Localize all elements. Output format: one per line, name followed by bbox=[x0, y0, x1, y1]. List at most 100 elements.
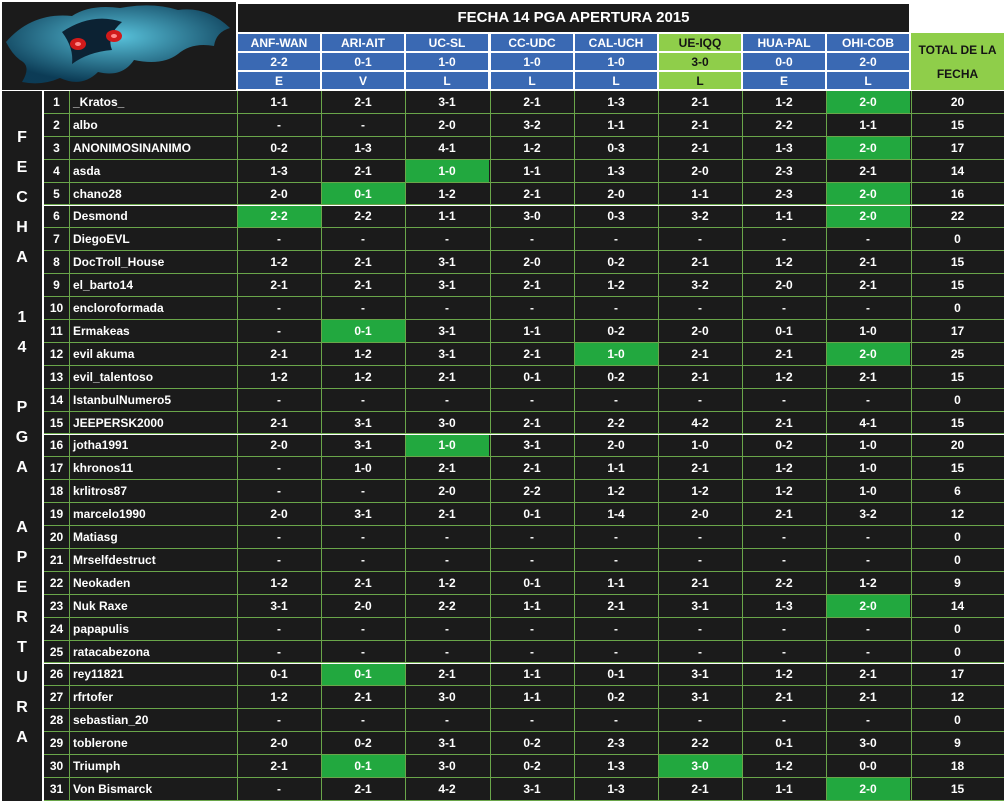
row-divider bbox=[44, 776, 1004, 778]
column-divider bbox=[321, 549, 322, 572]
column-divider bbox=[742, 617, 743, 641]
side-letter: A bbox=[16, 249, 28, 266]
match-teams: OHI-COB bbox=[826, 33, 910, 52]
prediction-cell: 1-2 bbox=[859, 575, 877, 590]
prediction-cell: 1-3 bbox=[775, 598, 793, 613]
column-divider bbox=[826, 320, 827, 343]
column-divider bbox=[742, 571, 743, 595]
column-divider bbox=[237, 228, 238, 252]
column-divider bbox=[490, 549, 491, 572]
column-divider bbox=[321, 228, 322, 252]
prediction-cell: 3-2 bbox=[859, 507, 877, 522]
prediction-cell: - bbox=[445, 301, 449, 316]
column-divider bbox=[321, 434, 322, 458]
prediction-cell: 2-0 bbox=[354, 598, 372, 613]
row-total: 15 bbox=[950, 278, 965, 293]
prediction-cell: 2-0 bbox=[270, 186, 288, 201]
match-score: 1-0 bbox=[490, 52, 574, 71]
prediction-cell: 2-0 bbox=[270, 736, 288, 751]
prediction-cell: 0-2 bbox=[607, 255, 625, 270]
row-number: 16 bbox=[49, 438, 64, 453]
prediction-cell: 2-1 bbox=[691, 140, 709, 155]
column-divider bbox=[405, 503, 406, 527]
column-divider bbox=[405, 480, 406, 504]
row-divider bbox=[44, 318, 1004, 320]
column-divider bbox=[658, 411, 659, 435]
column-divider bbox=[69, 526, 70, 549]
prediction-cell: - bbox=[530, 232, 534, 247]
player-name: chano28 bbox=[73, 186, 122, 201]
table-row: 20 Matiasg - - - - - - - - 0 bbox=[44, 526, 1004, 549]
column-divider bbox=[237, 571, 238, 595]
prediction-cell: 1-2 bbox=[270, 255, 288, 270]
column-divider bbox=[405, 617, 406, 641]
column-divider bbox=[911, 778, 912, 801]
table-row: 16 jotha1991 2-0 3-1 1-0 3-1 2-0 1-0 0-2 1-0 20 bbox=[44, 434, 1004, 458]
column-divider bbox=[911, 526, 912, 549]
column-divider bbox=[826, 663, 827, 687]
prediction-cell-exact: 2-0 bbox=[826, 594, 910, 617]
column-divider bbox=[490, 663, 491, 687]
prediction-cell: 2-1 bbox=[270, 759, 288, 774]
prediction-cell: 3-1 bbox=[438, 278, 456, 293]
column-divider bbox=[237, 297, 238, 320]
prediction-cell: - bbox=[445, 530, 449, 545]
column-divider bbox=[826, 297, 827, 320]
column-divider bbox=[490, 205, 491, 229]
row-number: 22 bbox=[49, 575, 64, 590]
column-divider bbox=[658, 205, 659, 229]
prediction-cell-exact: 2-0 bbox=[826, 778, 910, 800]
column-divider bbox=[574, 778, 575, 801]
prediction-cell: 2-0 bbox=[607, 438, 625, 453]
match-teams: HUA-PAL bbox=[742, 33, 826, 52]
column-divider bbox=[490, 113, 491, 137]
prediction-cell: 2-3 bbox=[775, 163, 793, 178]
match-teams: UE-IQQ bbox=[658, 33, 742, 52]
column-divider bbox=[405, 526, 406, 549]
row-divider bbox=[44, 433, 1004, 435]
row-total: 0 bbox=[954, 644, 961, 659]
prediction-cell: - bbox=[277, 392, 281, 407]
prediction-cell: - bbox=[445, 392, 449, 407]
column-divider bbox=[826, 526, 827, 549]
prediction-cell: 1-2 bbox=[691, 484, 709, 499]
prediction-cell: - bbox=[361, 392, 365, 407]
column-divider bbox=[911, 320, 912, 343]
table-row: 24 papapulis - - - - - - - - 0 bbox=[44, 617, 1004, 641]
row-total: 6 bbox=[954, 484, 961, 499]
prediction-cell: 2-1 bbox=[523, 186, 541, 201]
column-divider bbox=[826, 778, 827, 801]
prediction-cell: 3-0 bbox=[859, 736, 877, 751]
column-divider bbox=[490, 228, 491, 252]
prediction-cell: 2-1 bbox=[859, 369, 877, 384]
row-total: 16 bbox=[950, 186, 965, 201]
match-result: L bbox=[405, 71, 489, 90]
prediction-cell: - bbox=[614, 552, 618, 567]
prediction-cell: 4-1 bbox=[859, 415, 877, 430]
column-divider bbox=[826, 91, 827, 114]
prediction-cell: 0-1 bbox=[270, 667, 288, 682]
column-divider bbox=[742, 136, 743, 160]
column-divider bbox=[405, 388, 406, 412]
prediction-cell: 2-3 bbox=[775, 186, 793, 201]
column-divider bbox=[69, 251, 70, 275]
prediction-cell: 2-1 bbox=[775, 507, 793, 522]
prediction-cell: 3-1 bbox=[438, 346, 456, 361]
column-divider bbox=[69, 159, 70, 183]
prediction-cell: 2-0 bbox=[775, 278, 793, 293]
column-divider bbox=[69, 434, 70, 458]
prediction-cell: - bbox=[277, 301, 281, 316]
column-divider bbox=[574, 686, 575, 710]
prediction-cell: 0-2 bbox=[354, 736, 372, 751]
match-result: E bbox=[237, 71, 321, 90]
player-name: khronos11 bbox=[73, 461, 134, 476]
prediction-cell: 2-1 bbox=[859, 690, 877, 705]
player-name: DocTroll_House bbox=[73, 255, 165, 270]
column-divider bbox=[405, 182, 406, 206]
row-number: 27 bbox=[49, 690, 64, 705]
column-divider bbox=[911, 503, 912, 527]
prediction-cell: 1-2 bbox=[775, 94, 793, 109]
prediction-cell: 2-1 bbox=[859, 163, 877, 178]
prediction-cell: 2-1 bbox=[523, 278, 541, 293]
match-result: E bbox=[742, 71, 826, 90]
